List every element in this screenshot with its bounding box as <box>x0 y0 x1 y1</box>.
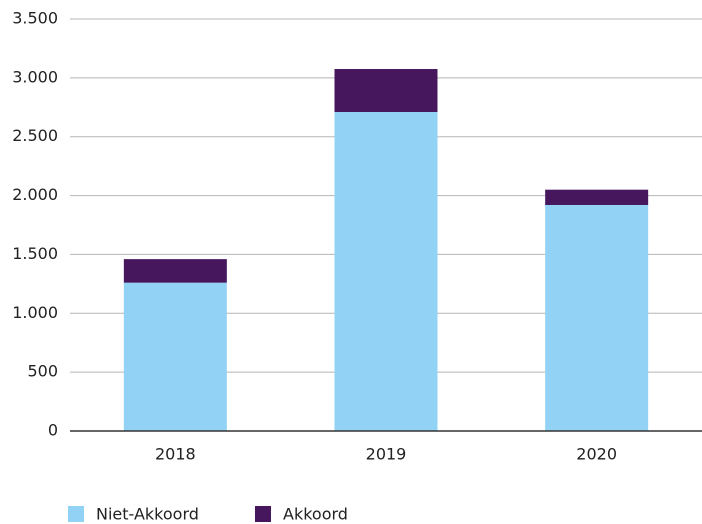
y-tick-label: 2.500 <box>12 126 58 145</box>
y-tick-label: 0 <box>48 421 58 440</box>
y-tick-label: 2.000 <box>12 185 58 204</box>
legend-swatch <box>255 506 271 522</box>
bar-segment <box>334 69 438 112</box>
bar-segment <box>545 189 649 205</box>
bar-segment <box>545 204 649 431</box>
x-tick-label: 2018 <box>155 445 196 464</box>
legend-label: Akkoord <box>283 505 348 524</box>
y-tick-label: 3.500 <box>12 9 58 28</box>
y-tick-label: 1.500 <box>12 244 58 263</box>
bar-segment <box>123 259 227 283</box>
legend-swatch <box>68 506 84 522</box>
x-tick-label: 2019 <box>366 445 407 464</box>
bar-segment <box>334 111 438 431</box>
y-tick-label: 1.000 <box>12 303 58 322</box>
legend-label: Niet-Akkoord <box>96 505 199 524</box>
bar-segment <box>123 282 227 431</box>
y-tick-label: 500 <box>27 362 58 381</box>
x-tick-label: 2020 <box>576 445 617 464</box>
y-tick-label: 3.000 <box>12 67 58 86</box>
